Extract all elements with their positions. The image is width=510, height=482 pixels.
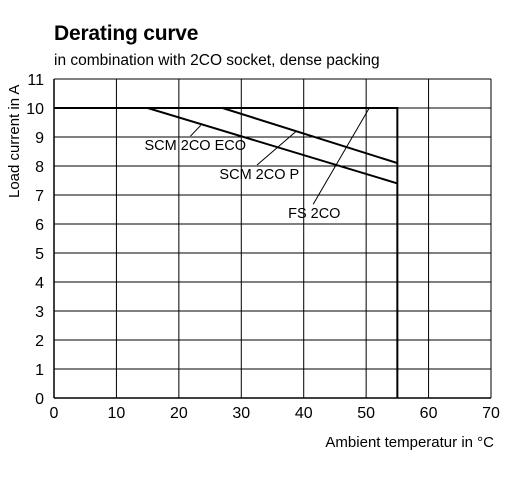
- x-tick-label: 10: [108, 405, 126, 422]
- annotation-label: SCM 2CO ECO: [145, 138, 247, 154]
- y-tick-label: 0: [35, 391, 44, 408]
- annotation-leader: [312, 107, 370, 205]
- annotation-leader: [190, 125, 202, 137]
- x-tick-label: 0: [50, 405, 59, 422]
- x-tick-label: 20: [170, 405, 188, 422]
- series-line-scm-2co-p: [54, 107, 398, 165]
- y-tick-label: 1: [35, 362, 44, 379]
- y-tick-label: 8: [35, 159, 44, 176]
- x-tick-label: 40: [295, 405, 313, 422]
- y-tick-label: 10: [26, 101, 44, 118]
- chart-subtitle: in combination with 2CO socket, dense pa…: [54, 52, 380, 69]
- y-tick-label: 5: [35, 246, 44, 263]
- series-line-scm-2co-eco: [54, 107, 398, 185]
- x-tick-label: 60: [420, 405, 438, 422]
- y-tick-label: 9: [35, 130, 44, 147]
- x-axis-label: Ambient temperatur in °C: [325, 434, 494, 451]
- annotation-label: FS 2CO: [288, 206, 340, 222]
- y-tick-label: 3: [35, 304, 44, 321]
- y-tick-label: 2: [35, 333, 44, 350]
- x-tick-label: 50: [357, 405, 375, 422]
- annotation-leader: [256, 130, 297, 166]
- annotation-label: SCM 2CO P: [219, 167, 299, 183]
- y-tick-label: 7: [35, 188, 44, 205]
- y-tick-label: 11: [27, 72, 44, 89]
- y-tick-label: 4: [35, 275, 44, 292]
- chart-title: Derating curve: [54, 22, 199, 45]
- x-tick-label: 30: [232, 405, 250, 422]
- y-tick-label: 6: [35, 217, 44, 234]
- x-tick-label: 70: [482, 405, 500, 422]
